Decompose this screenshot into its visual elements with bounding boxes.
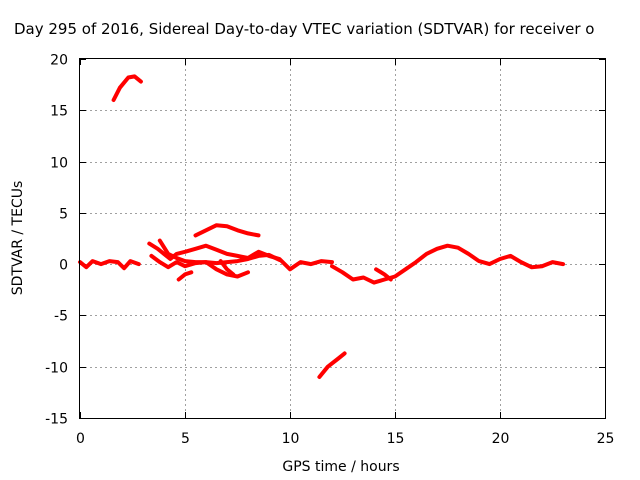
x-tick-label: 10 <box>282 431 300 447</box>
x-tick-label: 20 <box>492 431 510 447</box>
x-tick-label: 0 <box>76 431 85 447</box>
plot-frame <box>79 58 606 419</box>
series-arc7 <box>193 223 261 238</box>
series-arc8 <box>218 259 236 277</box>
series-layer <box>78 74 565 379</box>
y-tick-label: 15 <box>50 104 68 120</box>
x-tick-label: 15 <box>387 431 405 447</box>
series-arc3 <box>147 241 334 272</box>
x-tick-label: 5 <box>181 431 190 447</box>
y-tick-label: 5 <box>59 207 68 223</box>
series-arc10 <box>374 267 393 282</box>
y-tick-label: 10 <box>50 156 68 172</box>
ticks <box>80 59 606 419</box>
y-axis-label: SDTVAR / TECUs <box>10 181 26 296</box>
series-arc1 <box>78 259 141 271</box>
series-arc9 <box>330 243 565 285</box>
x-tick-label: 25 <box>597 431 615 447</box>
series-arc11 <box>317 351 347 379</box>
series-arc5 <box>157 238 282 266</box>
y-tick-label: -10 <box>45 361 68 377</box>
y-tick-label: 20 <box>50 53 68 69</box>
tick-labels: 0 5 10 15 20 25 -15 -10 -5 0 5 10 15 20 <box>45 53 614 448</box>
x-axis-label: GPS time / hours <box>282 459 399 475</box>
y-tick-label: -15 <box>45 412 68 428</box>
y-tick-label: 0 <box>59 258 68 274</box>
series-arc2 <box>111 74 143 102</box>
series-arc6 <box>176 270 194 282</box>
chart-title: Day 295 of 2016, Sidereal Day-to-day VTE… <box>14 20 594 38</box>
y-tick-label: -5 <box>54 309 68 325</box>
grid <box>80 59 605 418</box>
